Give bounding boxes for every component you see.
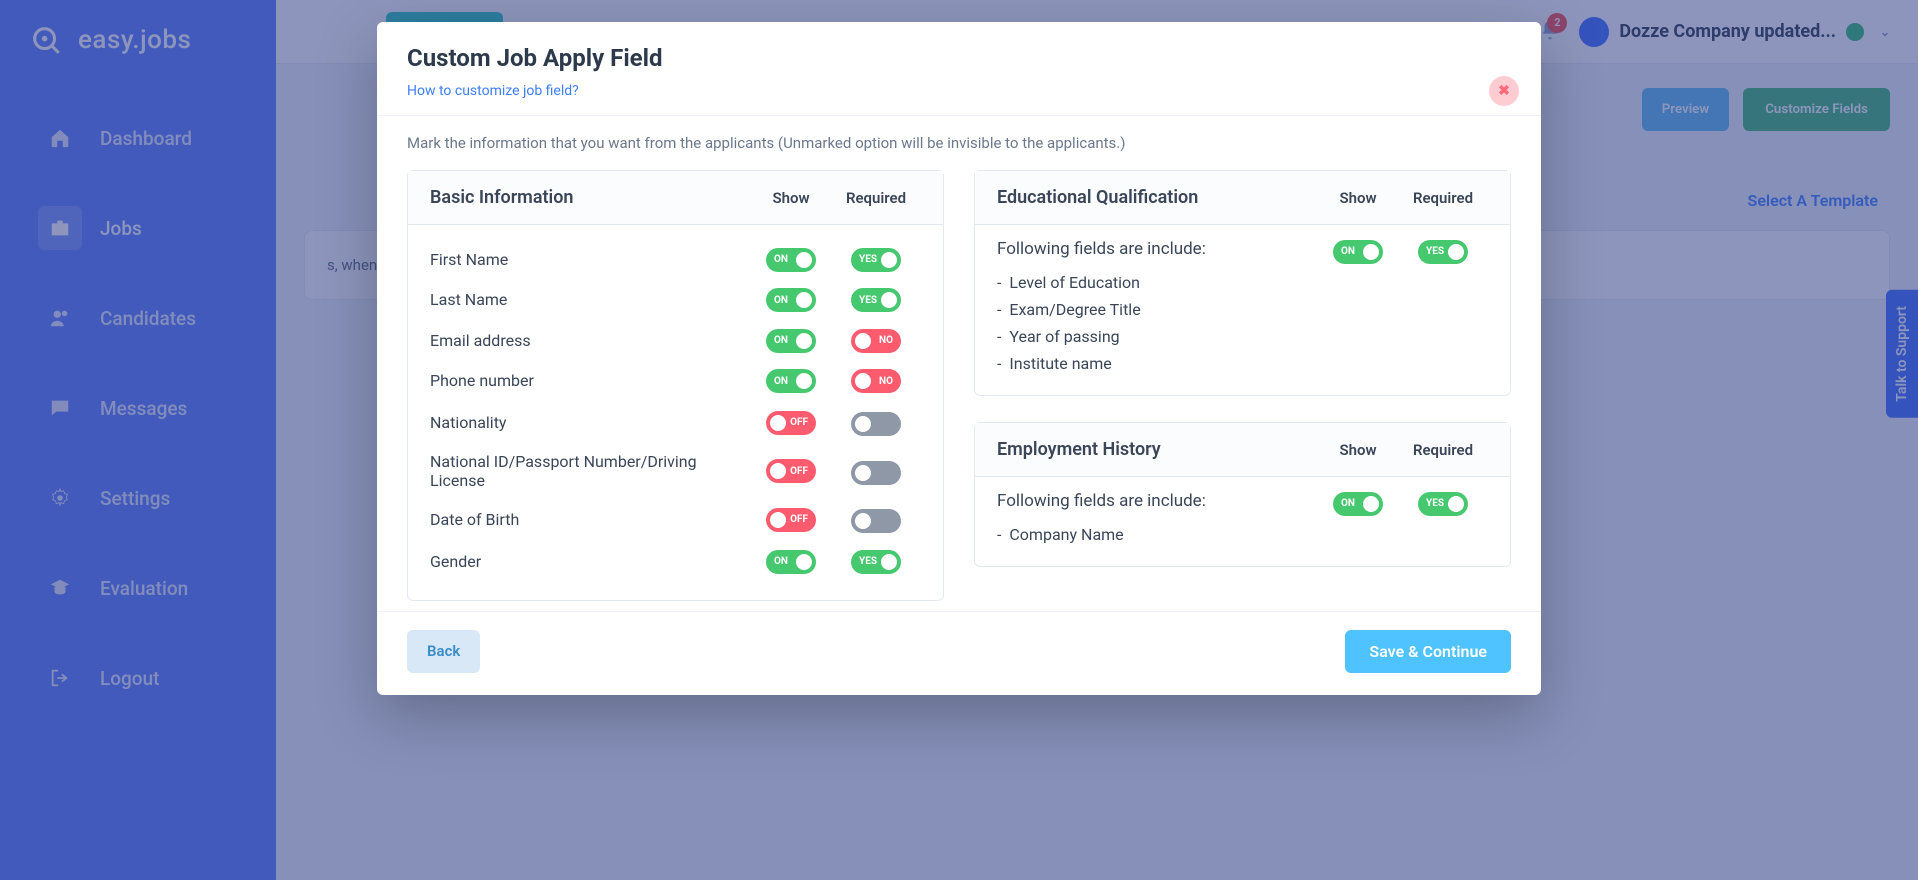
column-header-show: Show [1318, 441, 1398, 459]
field-row: National ID/Passport Number/Driving Lice… [430, 444, 921, 498]
field-required-toggle[interactable] [851, 461, 901, 485]
field-required-toggle[interactable] [851, 412, 901, 436]
field-row: Gender ON YES [430, 541, 921, 582]
custom-fields-modal: ✖ Custom Job Apply Field How to customiz… [377, 22, 1541, 695]
field-label: Date of Birth [430, 510, 751, 529]
education-show-toggle[interactable]: ON [1333, 240, 1383, 264]
field-row: Nationality OFF [430, 401, 921, 444]
field-row: First Name ON YES [430, 239, 921, 280]
field-label: Last Name [430, 290, 751, 309]
modal-overlay: ✖ Custom Job Apply Field How to customiz… [0, 0, 1918, 880]
column-header-show: Show [751, 189, 831, 207]
include-item: Institute name [997, 350, 1318, 377]
education-required-toggle[interactable]: YES [1418, 240, 1468, 264]
field-required-toggle[interactable]: NO [851, 329, 901, 353]
field-show-toggle[interactable]: ON [766, 329, 816, 353]
employment-panel: Employment History Show Required Followi… [974, 422, 1511, 567]
field-label: Gender [430, 552, 751, 571]
field-row: Email address ON NO [430, 320, 921, 361]
field-show-toggle[interactable]: ON [766, 248, 816, 272]
field-label: Nationality [430, 413, 751, 432]
field-row: Last Name ON YES [430, 280, 921, 321]
include-item: Company Name [997, 521, 1318, 548]
field-required-toggle[interactable] [851, 509, 901, 533]
field-show-toggle[interactable]: OFF [766, 508, 816, 532]
basic-info-title: Basic Information [430, 187, 751, 208]
column-header-required: Required [831, 189, 921, 207]
modal-title: Custom Job Apply Field [407, 44, 1511, 72]
education-include-label: Following fields are include: [997, 239, 1318, 259]
field-label: Email address [430, 331, 751, 350]
field-required-toggle[interactable]: YES [851, 288, 901, 312]
field-label: Phone number [430, 371, 751, 390]
employment-include-label: Following fields are include: [997, 491, 1318, 511]
field-show-toggle[interactable]: ON [766, 369, 816, 393]
employment-show-toggle[interactable]: ON [1333, 492, 1383, 516]
employment-required-toggle[interactable]: YES [1418, 492, 1468, 516]
include-item: Exam/Degree Title [997, 296, 1318, 323]
field-required-toggle[interactable]: YES [851, 550, 901, 574]
howto-link[interactable]: How to customize job field? [407, 83, 579, 99]
field-label: National ID/Passport Number/Driving Lice… [430, 452, 751, 490]
field-show-toggle[interactable]: OFF [766, 459, 816, 483]
modal-close-button[interactable]: ✖ [1489, 76, 1519, 106]
employment-title: Employment History [997, 439, 1318, 460]
back-button[interactable]: Back [407, 630, 480, 673]
field-required-toggle[interactable]: NO [851, 369, 901, 393]
field-row: Date of Birth OFF [430, 498, 921, 541]
education-title: Educational Qualification [997, 187, 1318, 208]
include-item: Level of Education [997, 269, 1318, 296]
field-show-toggle[interactable]: OFF [766, 411, 816, 435]
column-header-show: Show [1318, 189, 1398, 207]
field-row: Phone number ON NO [430, 361, 921, 402]
column-header-required: Required [1398, 441, 1488, 459]
field-required-toggle[interactable]: YES [851, 248, 901, 272]
education-panel: Educational Qualification Show Required … [974, 170, 1511, 396]
field-label: First Name [430, 250, 751, 269]
include-item: Year of passing [997, 323, 1318, 350]
column-header-required: Required [1398, 189, 1488, 207]
field-show-toggle[interactable]: ON [766, 550, 816, 574]
modal-hint-text: Mark the information that you want from … [407, 134, 1511, 152]
field-show-toggle[interactable]: ON [766, 288, 816, 312]
save-continue-button[interactable]: Save & Continue [1345, 630, 1511, 673]
basic-info-panel: Basic Information Show Required First Na… [407, 170, 944, 601]
